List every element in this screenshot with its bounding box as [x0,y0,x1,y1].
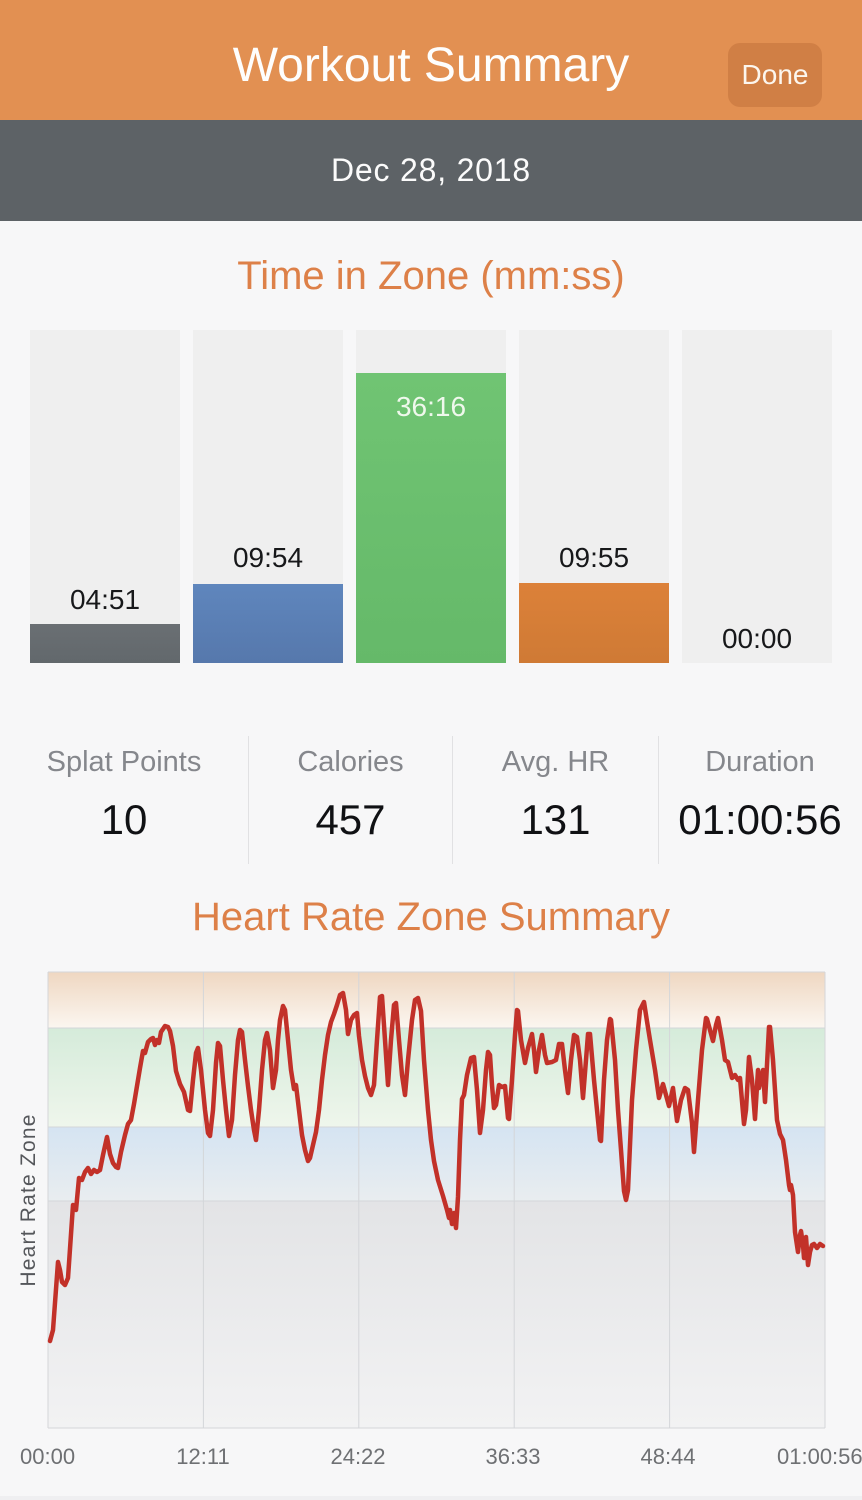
svg-text:00:00: 00:00 [20,1444,75,1469]
svg-text:48:44: 48:44 [640,1444,695,1469]
svg-text:24:22: 24:22 [330,1444,385,1469]
svg-text:01:00:56: 01:00:56 [777,1444,862,1469]
svg-text:36:33: 36:33 [485,1444,540,1469]
svg-text:12:11: 12:11 [176,1444,229,1469]
